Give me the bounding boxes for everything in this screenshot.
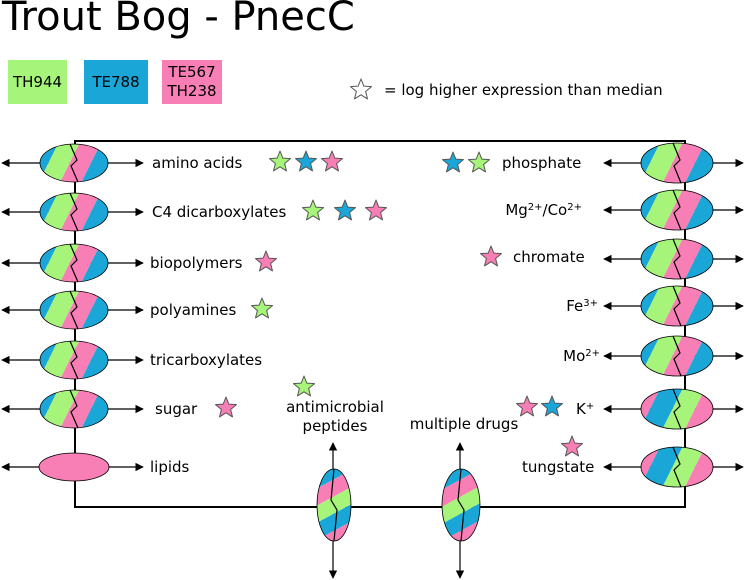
legend-swatch-th944: TH944: [8, 60, 67, 104]
expression-star-icon: [269, 150, 291, 172]
transporter-label: antimicrobial peptides: [286, 398, 384, 435]
expression-star-icon: [480, 245, 502, 267]
expression-star-icon: [516, 395, 538, 417]
transporter-label: tricarboxylates: [150, 351, 262, 369]
expression-star-icon: [334, 199, 356, 221]
legend-swatch-te567-th238: TE567 TH238: [162, 60, 222, 104]
expression-star-icon: [295, 150, 317, 172]
transporter-icon: [640, 285, 714, 327]
transporter-icon: [39, 243, 109, 283]
transporter-label: Mo2+: [563, 347, 600, 365]
transporter-icon: [640, 189, 714, 231]
transporter-icon: [39, 192, 109, 232]
expression-star-icon: [561, 435, 583, 457]
legend-label: TE567 TH238: [167, 63, 217, 100]
transporter-label: Mg2+/Co2+: [505, 201, 582, 219]
expression-star-icon: [541, 395, 563, 417]
legend-label: TE788: [92, 72, 140, 91]
expression-star-icon: [365, 199, 387, 221]
transporter-icon: [39, 143, 109, 183]
expression-star-icon: [255, 250, 277, 272]
transporter-icon: [640, 446, 714, 488]
expression-star-icon: [251, 297, 273, 319]
cell-membrane: [74, 140, 686, 508]
transporter-icon: [640, 335, 714, 377]
transporter-label: amino acids: [152, 154, 243, 172]
efflux-pump-icon: [316, 468, 352, 542]
transporter-icon: [39, 340, 109, 380]
transporter-label: C4 dicarboxylates: [152, 203, 287, 221]
legend-label: TH944: [12, 72, 63, 91]
transporter-label: lipids: [150, 458, 190, 476]
transporter-icon: [640, 238, 714, 280]
star-legend-text: = log higher expression than median: [384, 81, 663, 99]
transporter-label: multiple drugs: [410, 415, 519, 433]
expression-star-icon: [468, 151, 490, 173]
expression-star-icon: [215, 396, 237, 418]
legend-swatch-te788: TE788: [84, 60, 148, 104]
expression-star-icon: [321, 150, 343, 172]
expression-star-icon: [302, 199, 324, 221]
expression-star-icon: [442, 151, 464, 173]
transporter-label: K+: [576, 400, 594, 418]
transporter-label: sugar: [155, 400, 198, 418]
transporter-icon: [39, 389, 109, 429]
star-legend-icon: [350, 78, 372, 100]
transporter-label: biopolymers: [150, 254, 243, 272]
transporter-label: tungstate: [522, 458, 594, 476]
transporter-icon: [640, 388, 714, 430]
expression-star-icon: [293, 375, 315, 397]
transporter-icon: [39, 290, 109, 330]
page-title: Trout Bog - PnecC: [2, 0, 355, 40]
transporter-icon: [640, 142, 714, 184]
efflux-pump-icon: [441, 468, 481, 542]
transporter-label: polyamines: [150, 301, 236, 319]
transporter-icon: [38, 452, 110, 482]
transporter-label: chromate: [513, 248, 585, 266]
transporter-label: Fe3+: [566, 297, 598, 315]
transporter-label: phosphate: [502, 154, 581, 172]
